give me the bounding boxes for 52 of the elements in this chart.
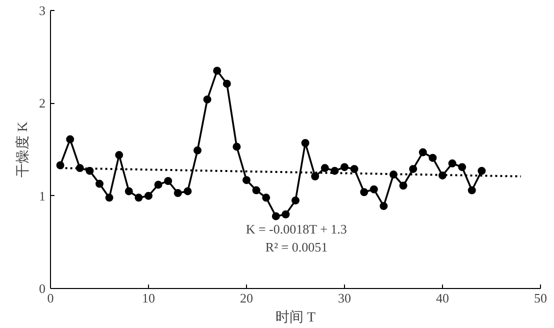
point	[320, 164, 329, 172]
point	[252, 186, 260, 194]
y-tick-label: 1	[39, 188, 46, 204]
point	[262, 194, 270, 202]
y-tick-label: 2	[39, 96, 46, 111]
point	[448, 159, 456, 168]
point	[56, 161, 64, 170]
point	[203, 95, 212, 104]
x-tick-label: 40	[436, 290, 449, 306]
point	[399, 182, 408, 190]
x-tick-label: 30	[338, 290, 351, 306]
x-tick-label: 10	[142, 290, 155, 306]
point	[96, 180, 104, 188]
point	[164, 177, 172, 185]
point	[478, 166, 486, 175]
y-tick-label: 3	[39, 3, 46, 18]
point	[105, 194, 114, 202]
point	[184, 187, 192, 196]
point	[301, 139, 310, 148]
x-tick-label: 20	[240, 290, 253, 306]
point	[124, 187, 133, 196]
point	[360, 188, 368, 196]
point	[134, 194, 143, 202]
point	[213, 66, 222, 75]
point	[350, 164, 358, 173]
point	[380, 202, 388, 210]
point	[418, 148, 427, 156]
point	[272, 212, 280, 220]
point	[409, 164, 418, 173]
point	[428, 154, 437, 162]
point	[154, 180, 162, 189]
point	[115, 151, 124, 160]
point	[311, 172, 320, 180]
x-tick-label: 50	[534, 290, 547, 306]
y-tick-label: 0	[39, 281, 46, 296]
point	[194, 146, 202, 154]
annotation: R² = 0.0051	[265, 240, 328, 254]
point	[370, 185, 378, 194]
x-axis-title: 时间 T	[275, 310, 316, 326]
point	[66, 135, 74, 144]
point	[174, 189, 182, 198]
point	[242, 176, 250, 184]
point	[232, 142, 241, 151]
y-axis-title: 干燥度 K	[15, 122, 31, 178]
point	[144, 192, 152, 200]
point	[468, 186, 476, 194]
point	[222, 80, 231, 88]
point	[340, 163, 348, 172]
point	[458, 163, 466, 172]
annotation: K = -0.0018T + 1.3	[246, 222, 347, 236]
point	[292, 196, 300, 204]
point	[282, 210, 290, 218]
